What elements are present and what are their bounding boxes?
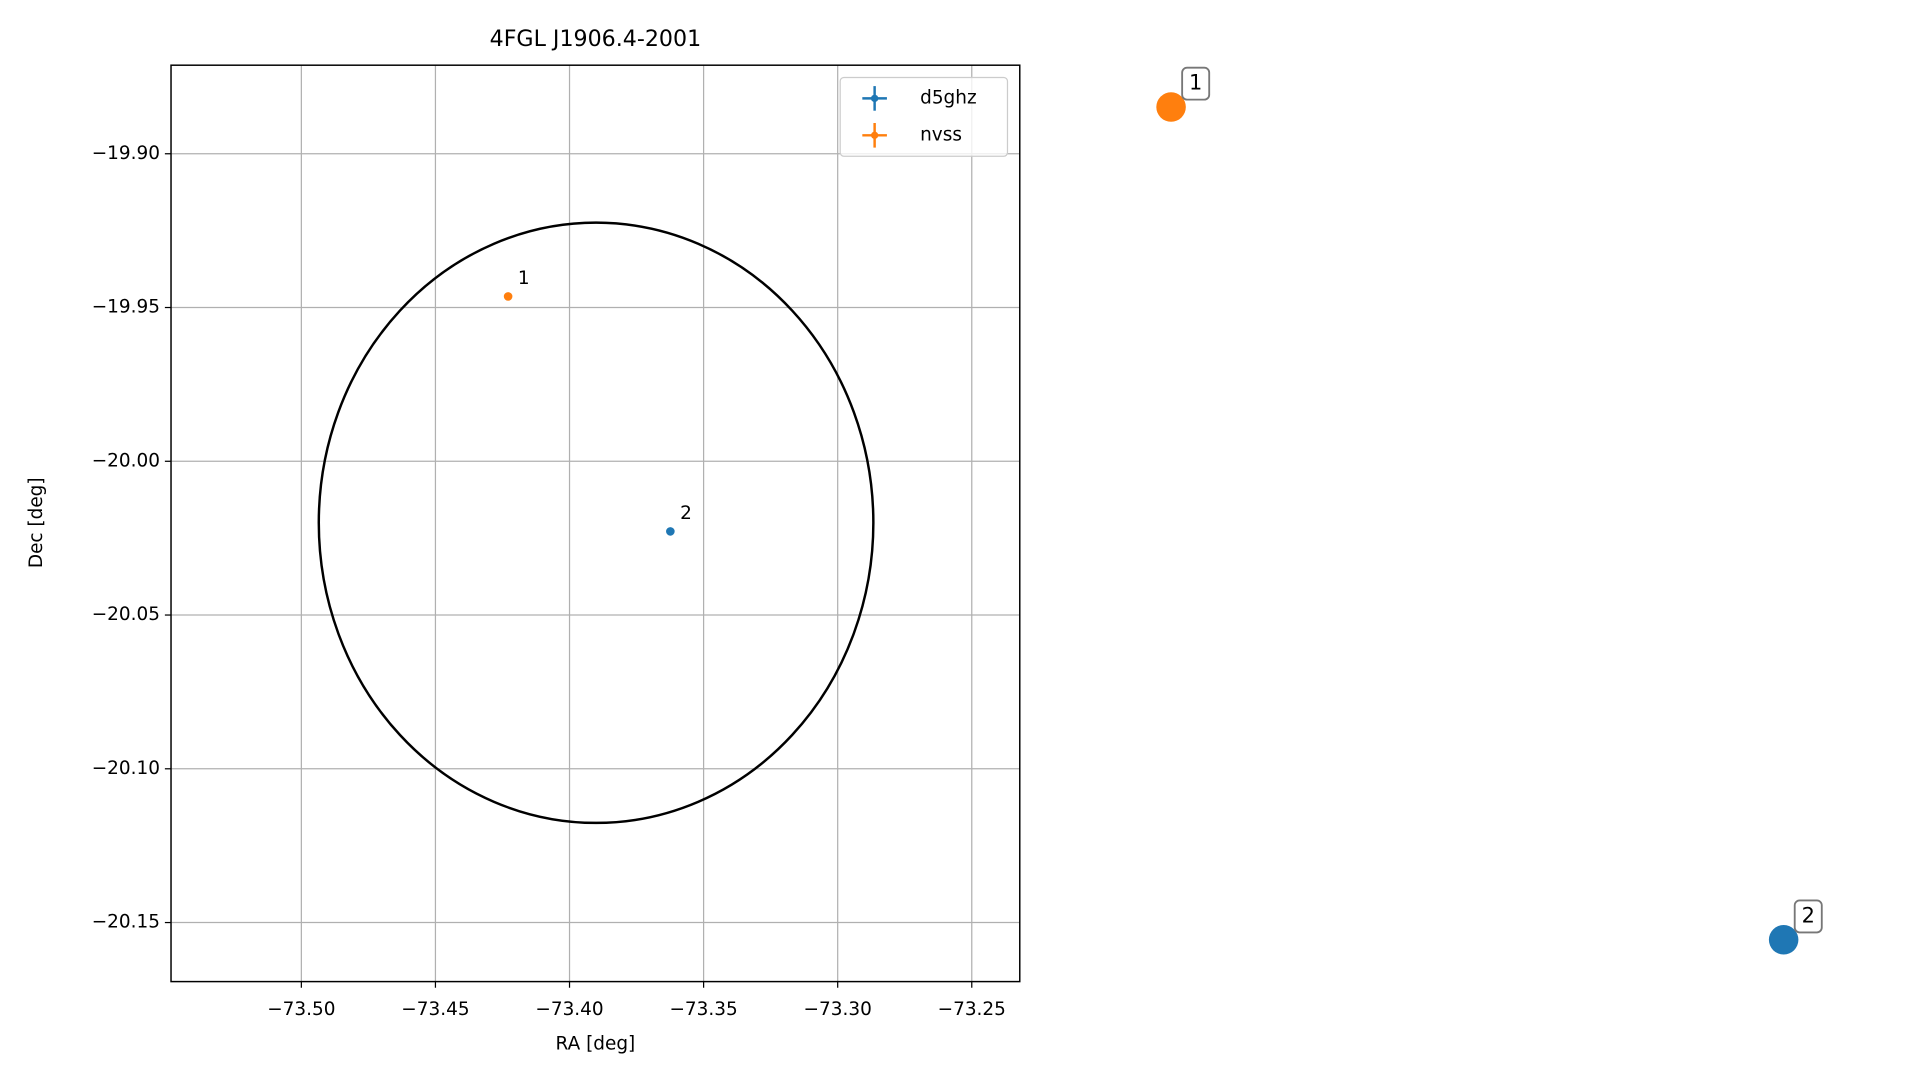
legend-label: nvss: [920, 124, 962, 145]
legend-label: d5ghz: [920, 87, 977, 108]
legend: d5ghz nvss: [839, 76, 1009, 157]
y-axis-label: Dec [deg]: [26, 477, 47, 568]
point: [503, 292, 513, 301]
x-tick-label: −73.50: [267, 999, 335, 1020]
x-tick-label: −73.25: [938, 999, 1006, 1020]
point-label: 1: [518, 268, 530, 289]
marker-label: 2: [1802, 903, 1815, 927]
legend-swatch: [870, 94, 879, 103]
legend-swatch: [870, 131, 879, 139]
marker-badge: [1793, 899, 1823, 934]
x-tick-label: −73.40: [535, 999, 603, 1020]
point: [666, 527, 675, 536]
y-tick-label: −20.05: [92, 604, 160, 625]
floating-marker: 2: [1768, 899, 1823, 955]
error-ellipse: [317, 221, 875, 825]
x-tick-label: −73.35: [669, 999, 737, 1020]
marker-badge: [1181, 66, 1211, 101]
y-tick-label: −19.95: [92, 297, 160, 318]
y-tick-label: −20.10: [92, 758, 160, 779]
chart-title: 4FGL J1906.4-2001: [490, 26, 702, 52]
marker-icon: [1156, 92, 1186, 122]
point-label: 2: [680, 503, 692, 524]
y-tick-label: −19.90: [92, 143, 160, 164]
marker-icon: [1768, 925, 1799, 955]
marker-label: 1: [1189, 71, 1202, 95]
x-tick-label: −73.45: [401, 999, 469, 1020]
x-axis-label: RA [deg]: [556, 1033, 636, 1054]
x-tick-label: −73.30: [804, 999, 872, 1020]
y-tick-label: −20.00: [92, 450, 160, 471]
floating-marker: 1: [1156, 66, 1211, 122]
plot-frame: [170, 64, 1021, 983]
y-tick-label: −20.15: [92, 912, 160, 933]
